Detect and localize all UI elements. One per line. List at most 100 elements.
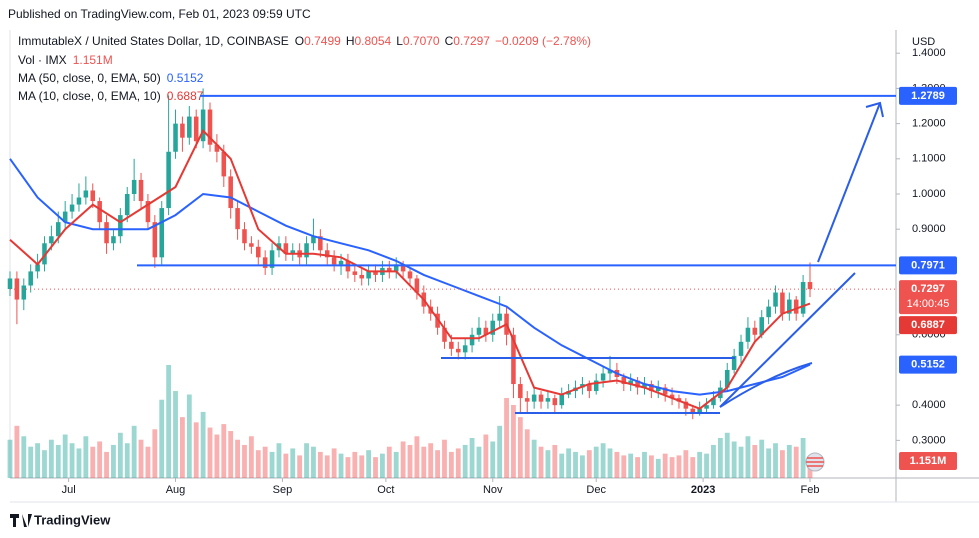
candle-body [262,257,268,268]
candle-body [683,401,689,409]
candle-body [97,201,102,223]
candle-body [69,204,75,212]
volume-bar [173,391,178,478]
candle-body [193,116,199,142]
volume-bar [711,444,716,478]
volume-bar [145,446,151,478]
volume-bar [614,451,620,478]
ma-label: 0.6887 [911,319,945,331]
candle-body [773,292,778,307]
volume-bar [152,429,158,478]
candle-body [531,394,537,402]
candle-body [311,236,316,244]
candle-body [90,190,96,202]
volume-bar [552,444,558,478]
candle-body [118,215,123,237]
ma-name: MA (50, close, 0, EMA, 50) [18,71,161,85]
candle-body [807,282,813,290]
volume-bar [193,422,199,478]
volume-bar [35,443,40,478]
candle-body [462,345,468,353]
y-tick-label: 1.4000 [912,47,946,59]
volume-bar [621,455,627,478]
candle-body [538,394,544,402]
candle-body [745,327,751,342]
volume-bar [573,451,578,478]
volume-bar [214,434,220,478]
candle-body [628,380,633,385]
volume-bar [697,451,703,478]
volume-bar [248,436,254,478]
x-tick-label: Sep [273,484,293,496]
volume-label: 1.151M [910,455,947,467]
candle-body [366,271,371,279]
candle-body [283,243,289,254]
candle-body [545,398,551,402]
candle-body [235,208,240,230]
candle-body [290,250,296,254]
volume-bar [159,399,165,478]
volume-bar [131,425,137,478]
volume-bar [228,431,234,478]
candle-body [724,369,730,388]
volume-bar [359,455,365,478]
candle-body [593,380,599,392]
candle-body [414,278,420,293]
volume-bar [48,439,54,478]
flag-stripes [806,457,824,467]
candle-body [338,260,344,265]
candle-body [469,334,475,346]
candle-body [249,243,254,247]
volume-bar [221,424,227,478]
volume-bar [180,417,185,478]
change: −0.0209 (−2.78%) [495,34,591,48]
volume-bar [311,446,316,478]
candle-body [14,278,20,300]
candle-body [42,243,47,265]
volume-bar [186,394,192,478]
candle-body [7,278,13,290]
candle-body [759,317,764,335]
ohlc-key: C [445,34,454,48]
volume-bar [497,425,503,478]
candle-body [180,123,185,138]
candle-body [752,327,758,335]
volume-bar [28,446,34,478]
candle-body [304,243,309,258]
volume-bar [593,446,599,478]
volume-bar [55,444,61,478]
volume-bar [759,439,765,478]
y-tick-label: 1.0000 [912,188,946,200]
candle-body [442,327,447,342]
volume-bar [717,438,723,478]
candle-body [587,384,592,392]
volume-bar [124,443,130,478]
drawings [441,101,884,414]
volume-bar [511,404,516,478]
candle-body [221,151,227,177]
ma-label: 0.5152 [911,359,945,371]
volume-bar [90,446,96,478]
candle-body [62,211,68,223]
volume-bar [21,436,27,478]
candle-body [511,334,516,385]
volume-bar [235,439,240,478]
volume-bar [683,450,689,478]
volume-bar [724,432,730,478]
volume-legend: Vol · IMX 1.151M [18,53,113,67]
branding: TradingView [10,512,111,527]
ma-label-box [899,355,957,374]
candle-body [400,264,406,272]
candle-body [111,236,116,244]
volume-name: Vol · IMX [18,53,67,67]
candle-body [83,190,89,198]
candle-body [104,222,109,244]
volume-bar [117,432,123,478]
candle-body [407,271,413,279]
level-label: 1.2789 [911,90,945,102]
candle-body [766,306,771,318]
symbol-header: ImmutableX / United States Dollar, 1D, C… [18,34,591,48]
candle-body [497,313,502,321]
candle-body [656,387,661,392]
ma-name: MA (10, close, 0, EMA, 10) [18,89,161,103]
